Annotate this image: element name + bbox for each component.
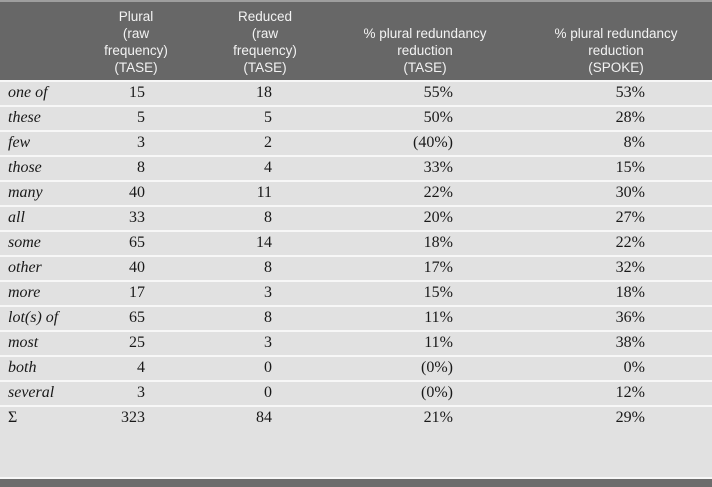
header-cell-pct-redundancy-reduction-spoke: % plural redundancy reduction (SPOKE) xyxy=(554,26,678,75)
spoke-pct-cell: 36% xyxy=(615,309,645,326)
tase-pct-cell: 17% xyxy=(423,259,453,276)
row-label: lot(s) of xyxy=(8,309,59,326)
header-cell-plural-raw-frequency-tase: Plural (raw frequency) (TASE) xyxy=(104,9,168,75)
row-label: some xyxy=(8,234,41,251)
total-spoke-pct-cell: 29% xyxy=(615,409,645,426)
table-row: several 3 0 (0%) 12% xyxy=(0,380,712,405)
reduced-raw-cell: 11 xyxy=(256,184,272,201)
row-label: few xyxy=(8,134,31,151)
reduced-raw-cell: 3 xyxy=(264,284,272,301)
spoke-pct-cell: 0% xyxy=(623,359,645,376)
table-row: those 8 4 33% 15% xyxy=(0,155,712,180)
row-label: more xyxy=(8,284,41,301)
sigma-label: Σ xyxy=(8,409,18,426)
table-row: some 65 14 18% 22% xyxy=(0,230,712,255)
row-label: one of xyxy=(8,84,48,101)
spoke-pct-cell: 32% xyxy=(615,259,645,276)
header-cell-pct-redundancy-reduction-tase: % plural redundancy reduction (TASE) xyxy=(363,26,487,75)
plural-raw-cell: 33 xyxy=(129,209,145,226)
plural-raw-cell: 8 xyxy=(137,159,145,176)
reduced-raw-cell: 8 xyxy=(264,209,272,226)
row-label: those xyxy=(8,159,42,176)
footer-separator-line xyxy=(0,477,712,479)
total-tase-pct-cell: 21% xyxy=(423,409,453,426)
plural-raw-cell: 3 xyxy=(137,384,145,401)
table-row: other 40 8 17% 32% xyxy=(0,255,712,280)
spoke-pct-cell: 30% xyxy=(615,184,645,201)
reduced-raw-cell: 2 xyxy=(264,134,272,151)
spoke-pct-cell: 12% xyxy=(615,384,645,401)
plural-raw-cell: 40 xyxy=(129,259,145,276)
plural-raw-cell: 5 xyxy=(137,109,145,126)
table-bottom-spacer xyxy=(0,443,712,477)
plural-raw-cell: 4 xyxy=(137,359,145,376)
row-label: these xyxy=(8,109,41,126)
plural-raw-cell: 17 xyxy=(129,284,145,301)
tase-pct-cell: 33% xyxy=(423,159,453,176)
reduced-raw-cell: 18 xyxy=(256,84,272,101)
tase-pct-cell: (0%) xyxy=(421,384,453,401)
tase-pct-cell: (0%) xyxy=(421,359,453,376)
reduced-raw-cell: 5 xyxy=(264,109,272,126)
tase-pct-cell: 50% xyxy=(423,109,453,126)
table-row: few 3 2 (40%) 8% xyxy=(0,130,712,155)
reduced-raw-cell: 3 xyxy=(264,334,272,351)
table-body: one of 15 18 55% 53% these 5 5 50% 28% f… xyxy=(0,80,712,405)
tase-pct-cell: 20% xyxy=(423,209,453,226)
tase-pct-cell: 11% xyxy=(424,334,453,351)
reduced-raw-cell: 0 xyxy=(264,359,272,376)
plural-raw-cell: 15 xyxy=(129,84,145,101)
table-row: both 4 0 (0%) 0% xyxy=(0,355,712,380)
spoke-pct-cell: 38% xyxy=(615,334,645,351)
spoke-pct-cell: 28% xyxy=(615,109,645,126)
spoke-pct-cell: 15% xyxy=(615,159,645,176)
tase-pct-cell: 11% xyxy=(424,309,453,326)
total-plural-raw-cell: 323 xyxy=(121,409,145,426)
tase-pct-cell: 22% xyxy=(423,184,453,201)
row-label: several xyxy=(8,384,55,401)
table-row: most 25 3 11% 38% xyxy=(0,330,712,355)
reduced-raw-cell: 14 xyxy=(256,234,272,251)
table-row: one of 15 18 55% 53% xyxy=(0,80,712,105)
table-header-row: Plural (raw frequency) (TASE) Reduced (r… xyxy=(0,0,712,80)
table-row: lot(s) of 65 8 11% 36% xyxy=(0,305,712,330)
plural-raw-cell: 3 xyxy=(137,134,145,151)
reduced-raw-cell: 8 xyxy=(264,259,272,276)
table-row: all 33 8 20% 27% xyxy=(0,205,712,230)
row-label: all xyxy=(8,209,25,226)
plural-raw-cell: 40 xyxy=(129,184,145,201)
spoke-pct-cell: 8% xyxy=(623,134,645,151)
total-reduced-raw-cell: 84 xyxy=(256,409,272,426)
row-label: most xyxy=(8,334,39,351)
table-row: more 17 3 15% 18% xyxy=(0,280,712,305)
plural-raw-cell: 65 xyxy=(129,234,145,251)
reduced-raw-cell: 8 xyxy=(264,309,272,326)
spoke-pct-cell: 22% xyxy=(615,234,645,251)
tase-pct-cell: (40%) xyxy=(413,134,453,151)
spoke-pct-cell: 53% xyxy=(615,84,645,101)
plural-raw-cell: 65 xyxy=(129,309,145,326)
tase-pct-cell: 15% xyxy=(423,284,453,301)
tase-pct-cell: 18% xyxy=(423,234,453,251)
reduced-raw-cell: 4 xyxy=(264,159,272,176)
row-label: both xyxy=(8,359,37,376)
header-cell-reduced-raw-frequency-tase: Reduced (raw frequency) (TASE) xyxy=(233,9,297,75)
table-row: these 5 5 50% 28% xyxy=(0,105,712,130)
spoke-pct-cell: 27% xyxy=(615,209,645,226)
reduced-raw-cell: 0 xyxy=(264,384,272,401)
tase-pct-cell: 55% xyxy=(423,84,453,101)
plural-raw-cell: 25 xyxy=(129,334,145,351)
table-bottom-rule xyxy=(0,479,712,487)
row-label: other xyxy=(8,259,42,276)
row-label: many xyxy=(8,184,43,201)
spoke-pct-cell: 18% xyxy=(615,284,645,301)
table-total-row: Σ 323 84 21% 29% xyxy=(0,405,712,443)
table-row: many 40 11 22% 30% xyxy=(0,180,712,205)
